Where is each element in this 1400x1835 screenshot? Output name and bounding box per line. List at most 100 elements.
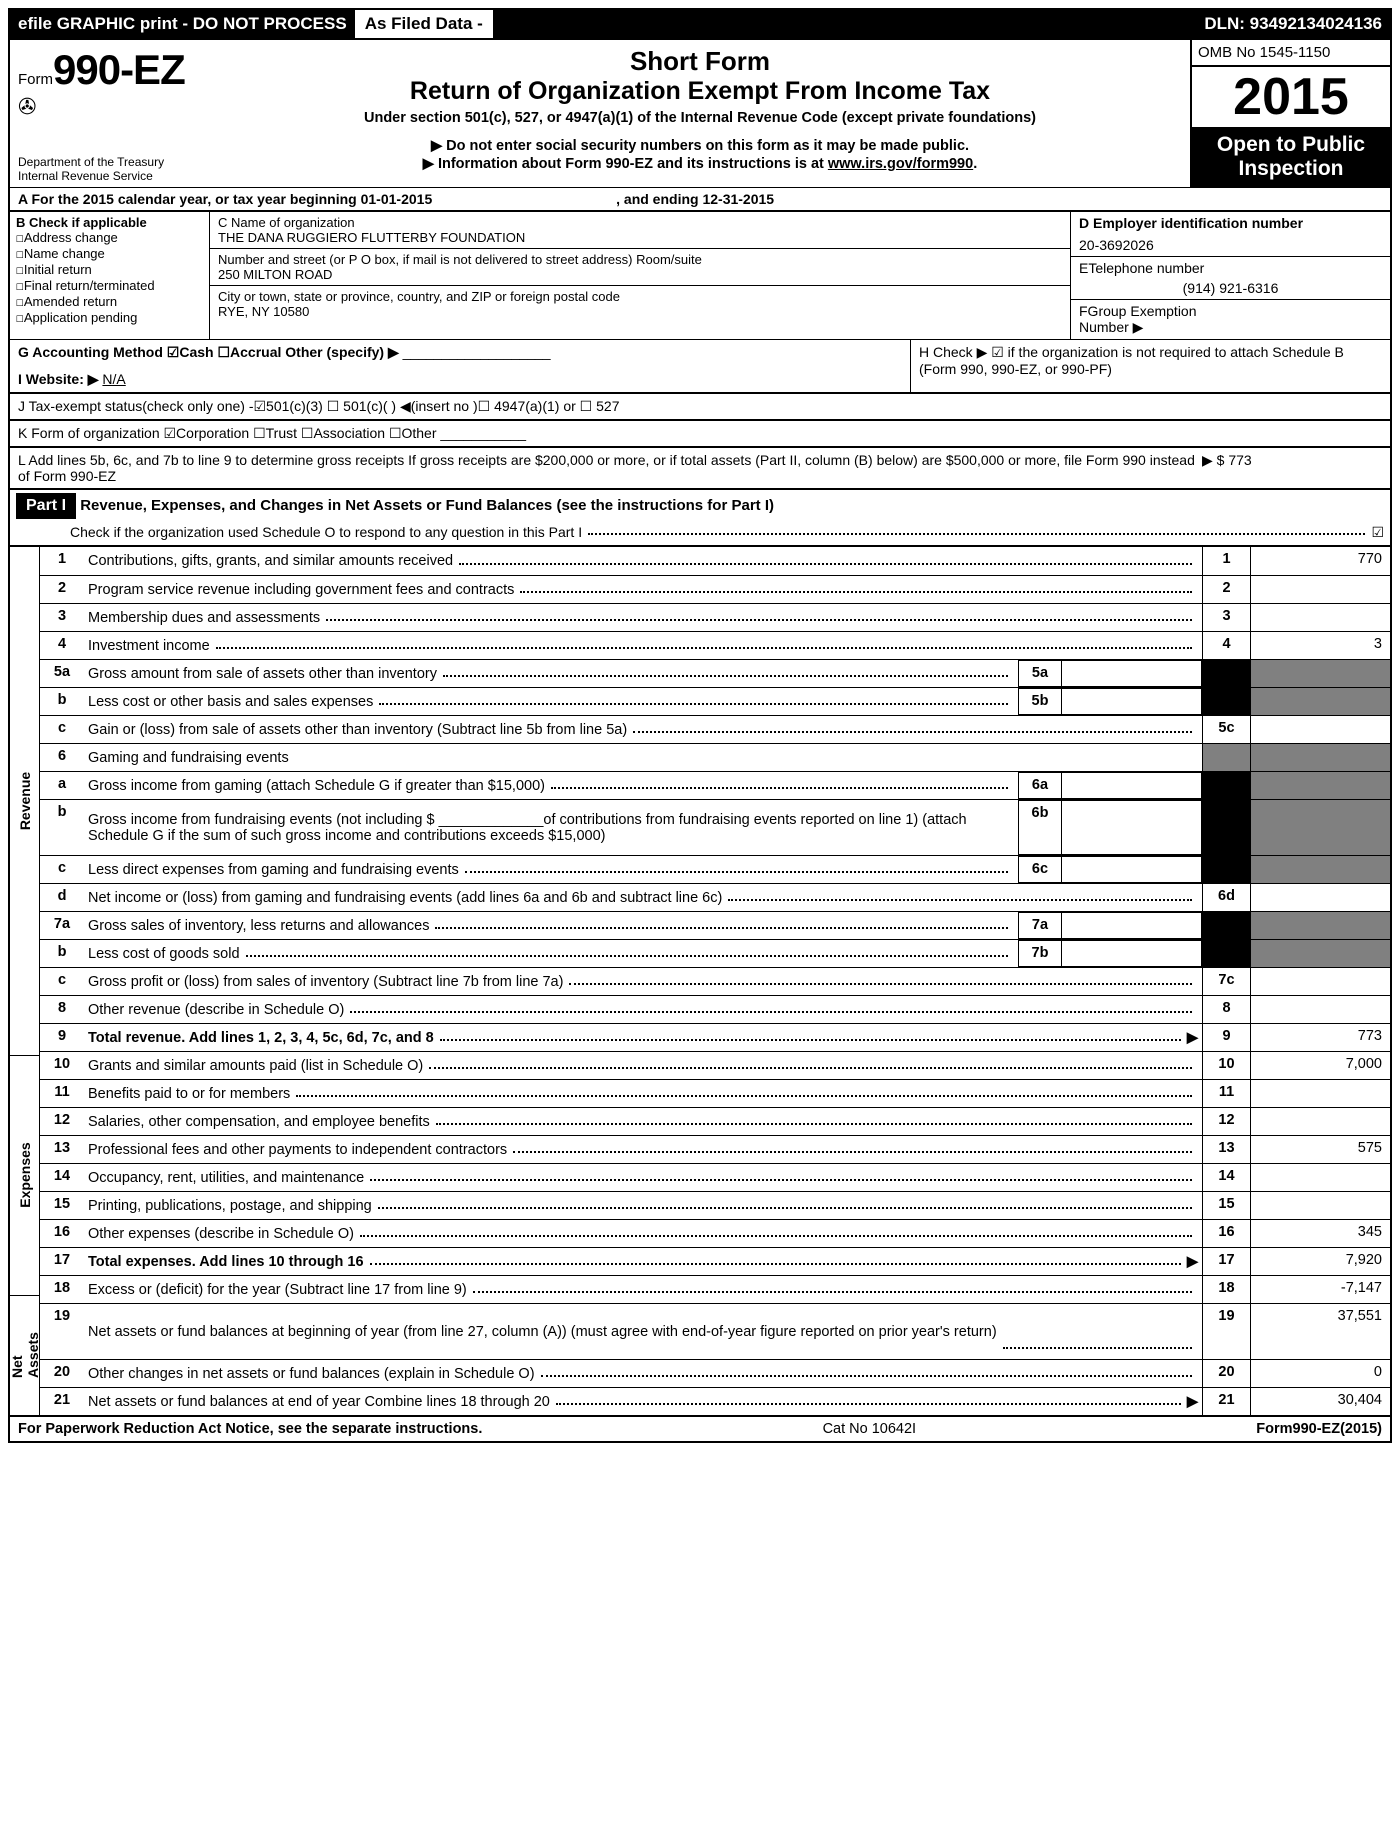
mini-val[interactable] — [1062, 912, 1202, 939]
mini-val[interactable] — [1062, 660, 1202, 687]
cb-initial[interactable]: ☐Initial return — [16, 262, 203, 278]
department: Department of the Treasury Internal Reve… — [18, 155, 202, 183]
line-c: cGain or (loss) from sale of assets othe… — [40, 715, 1390, 743]
line-desc: Net assets or fund balances at end of ye… — [84, 1388, 1202, 1415]
line-8: 8Other revenue (describe in Schedule O)8 — [40, 995, 1390, 1023]
line-2: 2Program service revenue including gover… — [40, 575, 1390, 603]
header-left: Form990-EZ ✇ Department of the Treasury … — [10, 40, 210, 187]
mini-val[interactable] — [1062, 856, 1202, 883]
line-desc: Professional fees and other payments to … — [84, 1136, 1202, 1163]
cb-final[interactable]: ☐Final return/terminated — [16, 278, 203, 294]
tax-year: 2015 — [1192, 67, 1390, 127]
h-schedule-b: H Check ▶ ☑ if the organization is not r… — [910, 340, 1390, 392]
section-gh: G Accounting Method ☑Cash ☐Accrual Other… — [8, 340, 1392, 394]
top-bar: efile GRAPHIC print - DO NOT PROCESS As … — [8, 8, 1392, 40]
form-prefix: Form — [18, 71, 53, 88]
mini-no: 5b — [1018, 688, 1062, 715]
part-i-badge: Part I — [16, 493, 76, 519]
mini-no: 5a — [1018, 660, 1062, 687]
line-no: 2 — [40, 576, 84, 603]
footer-cat: Cat No 10642I — [482, 1421, 1256, 1437]
col-val — [1250, 940, 1390, 967]
part-i-check[interactable]: ☑ — [1371, 524, 1384, 541]
line-no: c — [40, 856, 84, 883]
col-val — [1250, 660, 1390, 687]
col-val — [1250, 688, 1390, 715]
line-14: 14Occupancy, rent, utilities, and mainte… — [40, 1163, 1390, 1191]
col-val — [1250, 576, 1390, 603]
form-number: Form990-EZ ✇ — [18, 46, 202, 120]
cb-amended[interactable]: ☐Amended return — [16, 294, 203, 310]
col-val: 575 — [1250, 1136, 1390, 1163]
c-city: City or town, state or province, country… — [210, 286, 1070, 322]
col-val — [1250, 1108, 1390, 1135]
footer-form: Form990-EZ(2015) — [1256, 1421, 1382, 1437]
col-val — [1250, 1080, 1390, 1107]
line-desc: Total revenue. Add lines 1, 2, 3, 4, 5c,… — [84, 1024, 1202, 1051]
part-i-header: Part I Revenue, Expenses, and Changes in… — [8, 490, 1392, 547]
col-no — [1202, 688, 1250, 715]
org-city: RYE, NY 10580 — [218, 304, 1062, 319]
col-no — [1202, 912, 1250, 939]
col-no: 2 — [1202, 576, 1250, 603]
cb-address[interactable]: ☐Address change — [16, 230, 203, 246]
org-name: THE DANA RUGGIERO FLUTTERBY FOUNDATION — [218, 230, 1062, 245]
col-no — [1202, 660, 1250, 687]
dln-label: DLN: 93492134024136 — [1196, 10, 1390, 38]
line-no: c — [40, 968, 84, 995]
col-val: 7,000 — [1250, 1052, 1390, 1079]
col-val — [1250, 996, 1390, 1023]
mini-val[interactable] — [1062, 772, 1202, 799]
line-a: aGross income from gaming (attach Schedu… — [40, 771, 1390, 799]
a-end: , and ending 12-31-2015 — [616, 191, 774, 207]
line-desc: Less cost or other basis and sales expen… — [84, 688, 1018, 715]
line-desc: Occupancy, rent, utilities, and maintena… — [84, 1164, 1202, 1191]
col-val — [1250, 856, 1390, 883]
line-desc: Net income or (loss) from gaming and fun… — [84, 884, 1202, 911]
d-ein: D Employer identification number 20-3692… — [1071, 212, 1390, 257]
form-990ez-page: efile GRAPHIC print - DO NOT PROCESS As … — [0, 0, 1400, 1451]
mini-val[interactable] — [1062, 688, 1202, 715]
title-return: Return of Organization Exempt From Incom… — [214, 77, 1186, 106]
mini-val[interactable] — [1062, 800, 1202, 855]
b-header: B Check if applicable — [16, 215, 147, 230]
col-no: 12 — [1202, 1108, 1250, 1135]
line-desc: Other changes in net assets or fund bala… — [84, 1360, 1202, 1387]
line-desc: Gain or (loss) from sale of assets other… — [84, 716, 1202, 743]
col-val: 345 — [1250, 1220, 1390, 1247]
line-no: 18 — [40, 1276, 84, 1303]
line-no: d — [40, 884, 84, 911]
info-text: ▶ Information about Form 990-EZ and its … — [423, 156, 828, 172]
footer-left: For Paperwork Reduction Act Notice, see … — [18, 1421, 482, 1437]
line-b: bLess cost of goods sold7b — [40, 939, 1390, 967]
col-val: -7,147 — [1250, 1276, 1390, 1303]
irs-link[interactable]: www.irs.gov/form990 — [828, 156, 973, 172]
line-no: 8 — [40, 996, 84, 1023]
col-no: 7c — [1202, 968, 1250, 995]
cb-name[interactable]: ☐Name change — [16, 246, 203, 262]
line-6: 6Gaming and fundraising events — [40, 743, 1390, 771]
col-val — [1250, 800, 1390, 855]
efile-label: efile GRAPHIC print - DO NOT PROCESS — [10, 10, 355, 38]
warning-ssn: ▶ Do not enter social security numbers o… — [214, 138, 1186, 154]
line-11: 11Benefits paid to or for members11 — [40, 1079, 1390, 1107]
col-no-shade — [1202, 744, 1250, 771]
k-org-form: K Form of organization ☑Corporation ☐Tru… — [8, 421, 1392, 448]
mini-val[interactable] — [1062, 940, 1202, 967]
line-no: 9 — [40, 1024, 84, 1051]
form-header: Form990-EZ ✇ Department of the Treasury … — [8, 40, 1392, 187]
cb-pending[interactable]: ☐Application pending — [16, 310, 203, 326]
line-16: 16Other expenses (describe in Schedule O… — [40, 1219, 1390, 1247]
line-desc: Other expenses (describe in Schedule O) — [84, 1220, 1202, 1247]
line-desc: Gaming and fundraising events — [84, 744, 1202, 771]
line-b: bGross income from fundraising events (n… — [40, 799, 1390, 855]
col-no: 16 — [1202, 1220, 1250, 1247]
part-i-sub: Check if the organization used Schedule … — [70, 524, 582, 541]
header-right: OMB No 1545-1150 2015 Open to Public Ins… — [1190, 40, 1390, 187]
line-18: 18Excess or (deficit) for the year (Subt… — [40, 1275, 1390, 1303]
f-lbl2: Number ▶ — [1079, 319, 1143, 335]
col-no: 13 — [1202, 1136, 1250, 1163]
col-val: 37,551 — [1250, 1304, 1390, 1359]
col-val — [1250, 1192, 1390, 1219]
line-b: bLess cost or other basis and sales expe… — [40, 687, 1390, 715]
